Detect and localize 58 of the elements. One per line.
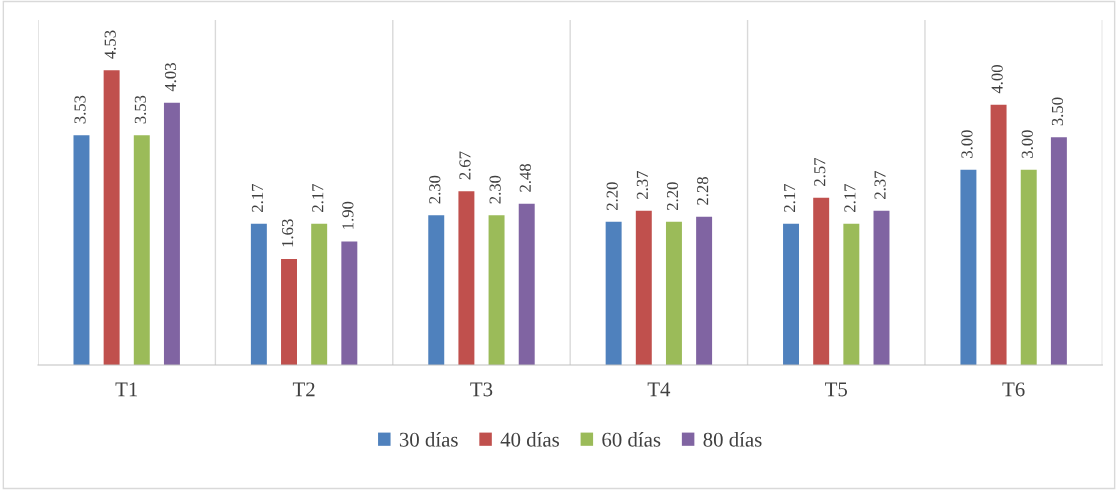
data-label: 2.17 — [251, 184, 264, 212]
bar — [696, 216, 713, 366]
bar — [428, 215, 445, 366]
data-label: 3.00 — [1021, 130, 1033, 158]
bar — [1050, 137, 1067, 366]
bar — [103, 70, 120, 366]
legend-label: 40 días — [500, 432, 560, 447]
data-label: 2.37 — [636, 171, 649, 199]
data-label: 2.17 — [784, 184, 796, 212]
bar — [990, 104, 1007, 366]
data-label: 2.17 — [312, 184, 324, 212]
data-label: 2.17 — [844, 184, 856, 212]
x-tick-label: T2 — [292, 382, 315, 397]
bar — [665, 221, 682, 366]
legend-label: 30 días — [399, 432, 458, 447]
bar — [73, 135, 90, 366]
bar — [813, 197, 830, 366]
bar — [281, 258, 297, 366]
data-label: 2.30 — [489, 175, 501, 204]
data-label: 4.53 — [104, 30, 116, 59]
x-tick-label: T6 — [1002, 382, 1025, 397]
data-label: 4.03 — [164, 63, 177, 92]
data-label: 2.57 — [814, 157, 826, 186]
x-tick-label: T5 — [825, 382, 848, 397]
x-tick-label: T3 — [470, 382, 493, 397]
bar — [133, 135, 150, 366]
data-label: 1.63 — [281, 219, 294, 247]
data-label: 2.67 — [459, 151, 471, 180]
bar — [250, 223, 267, 366]
legend-label: 60 días — [602, 432, 661, 447]
bar — [341, 241, 358, 366]
legend-label: 80 días — [703, 432, 762, 447]
data-label: 3.53 — [134, 95, 147, 124]
data-label: 2.20 — [666, 182, 679, 211]
bar — [311, 223, 328, 366]
bar — [873, 210, 890, 366]
data-label: 3.50 — [1051, 97, 1064, 126]
bar — [163, 102, 180, 366]
bar — [1020, 169, 1037, 366]
bar — [518, 203, 535, 366]
data-label: 1.90 — [342, 201, 354, 229]
bar — [605, 221, 622, 366]
bar — [635, 210, 652, 366]
bar — [783, 223, 800, 366]
data-label: 2.37 — [874, 171, 886, 199]
data-label: 2.28 — [697, 177, 709, 205]
data-label: 4.00 — [991, 65, 1003, 94]
data-label: 2.48 — [519, 163, 531, 192]
data-label: 2.30 — [429, 175, 441, 204]
data-label: 3.53 — [74, 95, 86, 124]
bar — [960, 169, 977, 366]
data-label: 3.00 — [961, 130, 973, 158]
bar — [488, 215, 505, 366]
x-tick-label: T4 — [647, 382, 671, 397]
bar — [458, 191, 475, 366]
data-label: 2.20 — [606, 182, 618, 211]
x-tick-label: T1 — [115, 382, 138, 397]
bar — [843, 223, 860, 366]
